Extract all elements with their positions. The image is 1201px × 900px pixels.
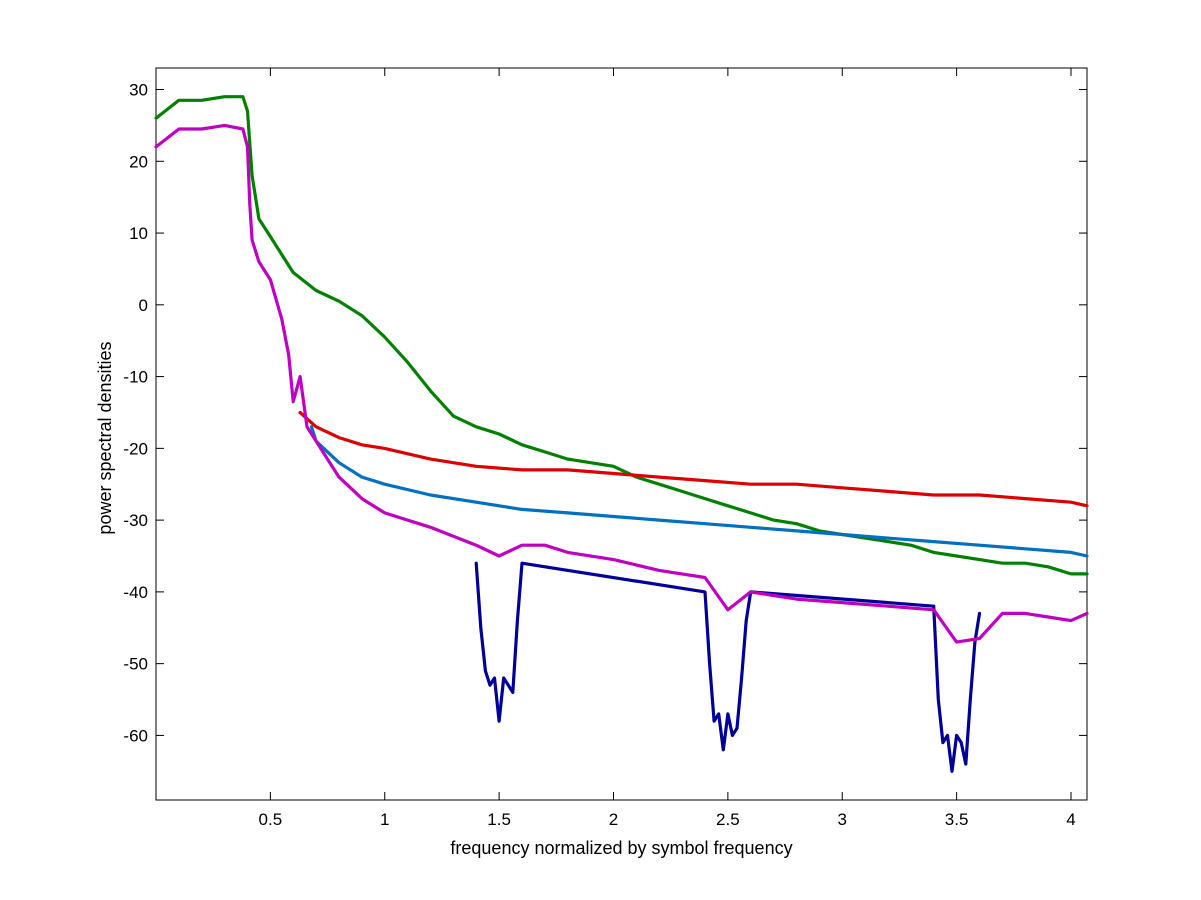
- x-tick-label: 3: [838, 810, 847, 829]
- x-tick-label: 4: [1066, 810, 1075, 829]
- y-axis-label: power spectral densities: [95, 341, 115, 534]
- y-tick-label: -60: [123, 726, 148, 745]
- y-tick-label: 0: [139, 296, 148, 315]
- x-tick-label: 2.5: [716, 810, 740, 829]
- plot-area-frame: [155, 67, 1088, 801]
- x-axis-label: frequency normalized by symbol frequency: [450, 838, 792, 858]
- series-line-4: [474, 561, 982, 773]
- y-tick-label: 30: [129, 81, 148, 100]
- y-tick-label: -50: [123, 655, 148, 674]
- series-layer: [154, 95, 1089, 773]
- y-tick-label: 10: [129, 224, 148, 243]
- x-tick-label: 1: [380, 810, 389, 829]
- series-line-5: [154, 123, 1089, 644]
- series-line-1: [154, 95, 1089, 576]
- ticks-layer: 0.5 1 1.5 2 2.5 3 3.5 4 30 20 10 0 -10 -20 -30 -40 -50 -6…: [123, 68, 1087, 829]
- y-tick-label: -10: [123, 368, 148, 387]
- y-tick-label: -20: [123, 439, 148, 458]
- x-tick-label: 3.5: [945, 810, 969, 829]
- y-tick-label: 20: [129, 152, 148, 171]
- series-line-3: [309, 425, 1089, 558]
- y-tick-label: -30: [123, 511, 148, 530]
- x-tick-label: 1.5: [487, 810, 511, 829]
- y-tick-label: -40: [123, 583, 148, 602]
- series-line-2: [298, 410, 1089, 508]
- x-tick-label: 2: [609, 810, 618, 829]
- x-tick-label: 0.5: [259, 810, 283, 829]
